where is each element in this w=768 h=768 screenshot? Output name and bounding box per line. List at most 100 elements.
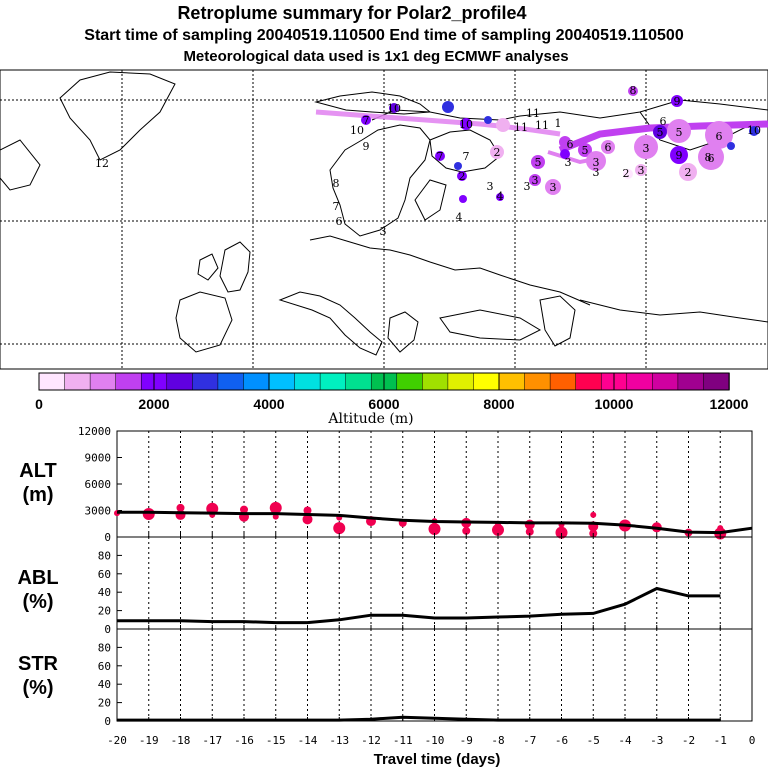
map-label: 2 xyxy=(494,146,501,159)
alt-marker xyxy=(492,523,504,536)
met-data-line: Meteorological data used is 1x1 deg ECMW… xyxy=(183,48,568,65)
cluster-dot xyxy=(586,151,606,171)
map-label: 8 xyxy=(333,177,340,190)
y-tick-label: 40 xyxy=(98,586,111,599)
panel-abl: 0 20 40 60 80 xyxy=(98,536,753,636)
cluster-dot xyxy=(531,155,545,169)
str-line xyxy=(117,715,721,722)
alt-marker xyxy=(142,508,155,521)
x-tick-label: -7 xyxy=(523,734,536,747)
colorbar-cell xyxy=(268,372,296,391)
colorbar-tick-label: 2000 xyxy=(138,396,169,412)
x-tick-label: -20 xyxy=(107,734,127,747)
map-label: 11 xyxy=(514,121,528,134)
str-panel-label: STR xyxy=(18,653,59,675)
y-tick-label: 12000 xyxy=(78,425,111,438)
cluster-dot xyxy=(454,162,462,170)
map-label: 3 xyxy=(593,166,600,179)
map-label: 2 xyxy=(685,166,692,179)
alt-marker xyxy=(333,522,346,535)
alt-marker xyxy=(428,523,441,536)
map-label: 2 xyxy=(459,170,466,183)
cluster-dot xyxy=(560,149,570,159)
cluster-dot xyxy=(670,146,688,164)
cluster-dot xyxy=(578,143,592,157)
colorbar-cell xyxy=(192,372,219,391)
x-axis-label: Travel time (days) xyxy=(374,751,501,768)
colorbar-cell xyxy=(422,372,449,391)
x-tick-label: -15 xyxy=(266,734,286,747)
colorbar-cell xyxy=(549,372,577,391)
y-tick-label: 6000 xyxy=(85,478,112,491)
map-label: 4 xyxy=(456,211,463,224)
map-label: 3 xyxy=(524,180,531,193)
y-tick-label: 20 xyxy=(98,697,111,710)
y-tick-label: 40 xyxy=(98,678,111,691)
sampling-time-line: Start time of sampling 20040519.110500 E… xyxy=(84,27,684,44)
x-tick-label: -11 xyxy=(393,734,413,747)
alt-marker xyxy=(555,526,568,539)
map-label: 6 xyxy=(567,138,574,151)
colorbar-ticks: 0 2000 4000 6000 8000 10000 12000 xyxy=(35,373,749,412)
y-tick-label: 9000 xyxy=(85,452,112,465)
colorbar-cell xyxy=(38,372,66,391)
cluster-dot xyxy=(623,169,633,179)
map-label: 3 xyxy=(532,174,539,187)
cluster-dot xyxy=(634,135,658,159)
x-tick-label: -3 xyxy=(650,734,663,747)
alt-marker xyxy=(525,527,534,536)
map-label: 5 xyxy=(657,126,664,139)
colorbar-tick-label: 12000 xyxy=(710,396,749,412)
alt-marker xyxy=(240,505,248,514)
x-tick-label: -19 xyxy=(139,734,159,747)
map-label: 10 xyxy=(387,102,401,115)
map-label: 8 xyxy=(630,84,637,97)
panel-alt: 0 3000 6000 9000 12000 xyxy=(78,425,753,544)
colorbar-cell xyxy=(89,372,117,391)
cluster-dot xyxy=(667,119,691,143)
map-label: 9 xyxy=(674,95,681,108)
map-label: 5 xyxy=(582,144,589,157)
abl-line xyxy=(117,586,721,625)
map-label: 12 xyxy=(95,157,109,170)
colorbar-cell xyxy=(652,372,679,391)
x-tick-label: -2 xyxy=(682,734,695,747)
alt-marker xyxy=(176,503,185,512)
colorbar-tick-label: 0 xyxy=(35,396,43,412)
colorbar-cell xyxy=(115,372,142,391)
colorbar-cell xyxy=(626,372,654,391)
colorbar: 0 2000 4000 6000 8000 10000 12000 Altitude (m) xyxy=(35,372,749,427)
plume-clusters xyxy=(361,86,759,203)
y-tick-label: 60 xyxy=(98,568,111,581)
alt-panel-unit: (m) xyxy=(22,484,53,506)
x-tick-label: -10 xyxy=(425,734,445,747)
alt-marker xyxy=(462,526,471,535)
colorbar-label: Altitude (m) xyxy=(327,411,413,427)
map-label: 6 xyxy=(708,152,715,165)
map-label: 7 xyxy=(463,150,470,163)
colorbar-cell xyxy=(473,372,500,391)
x-tick-label: -16 xyxy=(234,734,254,747)
cluster-dot xyxy=(460,118,472,130)
cluster-dot xyxy=(601,140,615,154)
str-panel-unit: (%) xyxy=(22,677,53,699)
map-label: 2 xyxy=(623,167,630,180)
abl-panel-unit: (%) xyxy=(22,591,53,613)
cluster-dot xyxy=(496,193,504,201)
colorbar-cell xyxy=(64,372,91,391)
abl-panel-label: ABL xyxy=(17,567,58,589)
cluster-dot xyxy=(749,126,759,136)
colorbar-cell xyxy=(498,372,526,391)
cluster-dot xyxy=(529,174,541,186)
map-label: 3 xyxy=(550,181,557,194)
colorbar-cell xyxy=(575,372,602,391)
cluster-dot xyxy=(628,86,638,96)
colorbar-tick-label: 6000 xyxy=(368,396,399,412)
colorbar-cell xyxy=(524,372,551,391)
cluster-dot xyxy=(442,101,454,113)
cluster-dot xyxy=(435,151,445,161)
map-label: 3 xyxy=(565,156,572,169)
x-tick-label: -13 xyxy=(329,734,349,747)
cluster-dot xyxy=(653,125,667,139)
